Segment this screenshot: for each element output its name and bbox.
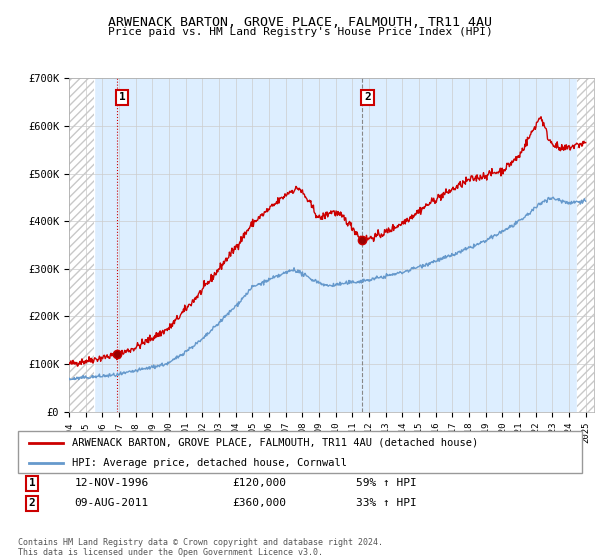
Text: ARWENACK BARTON, GROVE PLACE, FALMOUTH, TR11 4AU (detached house): ARWENACK BARTON, GROVE PLACE, FALMOUTH, … [71, 438, 478, 448]
Text: 2: 2 [364, 92, 371, 102]
Bar [69, 78, 94, 412]
Bar [69, 78, 94, 412]
Text: HPI: Average price, detached house, Cornwall: HPI: Average price, detached house, Corn… [71, 458, 347, 468]
Text: ARWENACK BARTON, GROVE PLACE, FALMOUTH, TR11 4AU: ARWENACK BARTON, GROVE PLACE, FALMOUTH, … [108, 16, 492, 29]
Text: 09-AUG-2011: 09-AUG-2011 [74, 498, 149, 508]
Text: £120,000: £120,000 [232, 478, 286, 488]
Text: 2: 2 [29, 498, 35, 508]
Text: £360,000: £360,000 [232, 498, 286, 508]
Text: 12-NOV-1996: 12-NOV-1996 [74, 478, 149, 488]
Text: 33% ↑ HPI: 33% ↑ HPI [356, 498, 417, 508]
Text: 1: 1 [119, 92, 125, 102]
Bar [577, 78, 594, 412]
Text: Contains HM Land Registry data © Crown copyright and database right 2024.
This d: Contains HM Land Registry data © Crown c… [18, 538, 383, 557]
Text: Price paid vs. HM Land Registry's House Price Index (HPI): Price paid vs. HM Land Registry's House … [107, 27, 493, 37]
Text: 59% ↑ HPI: 59% ↑ HPI [356, 478, 417, 488]
Bar [577, 78, 594, 412]
Text: 1: 1 [29, 478, 35, 488]
FancyBboxPatch shape [18, 431, 582, 473]
